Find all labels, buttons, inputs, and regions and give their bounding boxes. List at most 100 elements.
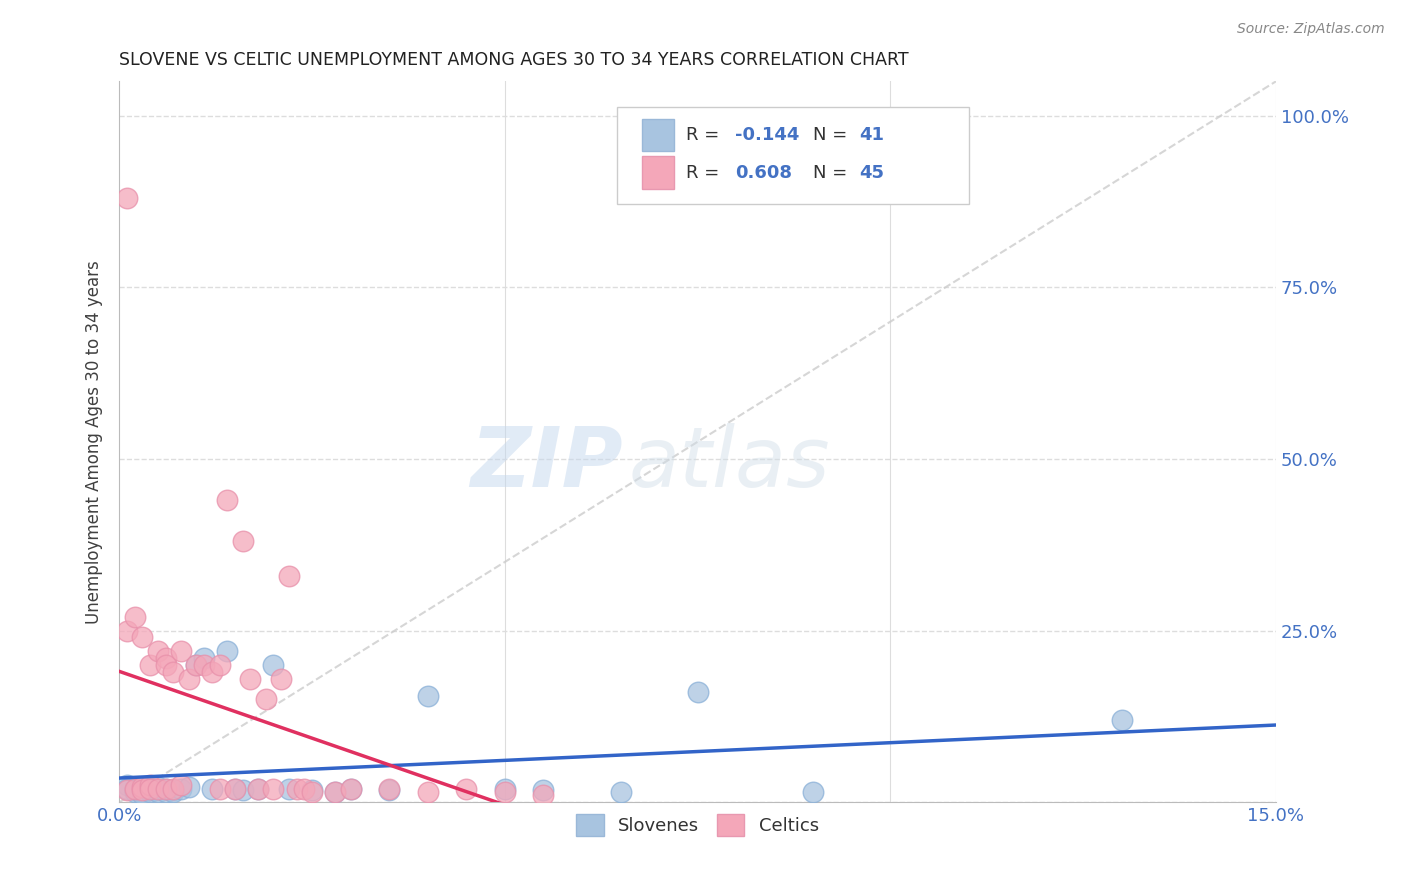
Point [292, 781, 315, 796]
Point [115, 781, 138, 796]
Point [155, 785, 177, 799]
Point [162, 785, 184, 799]
Point [131, 787, 153, 801]
Point [115, 778, 138, 792]
Point [301, 783, 323, 797]
Point [146, 780, 169, 794]
Point [232, 534, 254, 549]
Y-axis label: Unemployment Among Ages 30 to 34 years: Unemployment Among Ages 30 to 34 years [86, 260, 103, 624]
Point [339, 781, 361, 796]
Point [139, 785, 162, 799]
Point [186, 657, 208, 672]
Point [378, 781, 401, 796]
Point [416, 689, 439, 703]
Point [323, 785, 346, 799]
Point [277, 568, 299, 582]
Point [416, 785, 439, 799]
Point [146, 785, 169, 799]
Point [155, 781, 177, 796]
Point [201, 781, 224, 796]
Point [494, 785, 516, 799]
Point [139, 781, 162, 796]
Point [162, 783, 184, 797]
Point [139, 657, 162, 672]
Point [170, 778, 193, 792]
Point [254, 692, 277, 706]
Text: atlas: atlas [628, 423, 830, 504]
Text: R =: R = [686, 164, 725, 182]
Point [124, 783, 146, 797]
Point [170, 781, 193, 796]
FancyBboxPatch shape [643, 156, 675, 189]
Point [224, 781, 246, 796]
Point [131, 780, 153, 794]
Point [139, 783, 162, 797]
Point [131, 783, 153, 797]
Point [170, 644, 193, 658]
Point [301, 785, 323, 799]
Point [339, 781, 361, 796]
FancyBboxPatch shape [617, 106, 969, 204]
Point [1111, 713, 1133, 727]
Point [270, 672, 292, 686]
Point [686, 685, 709, 699]
Text: Source: ZipAtlas.com: Source: ZipAtlas.com [1237, 22, 1385, 37]
Point [124, 785, 146, 799]
Text: SLOVENE VS CELTIC UNEMPLOYMENT AMONG AGES 30 TO 34 YEARS CORRELATION CHART: SLOVENE VS CELTIC UNEMPLOYMENT AMONG AGE… [120, 51, 908, 69]
Point [139, 781, 162, 796]
Point [217, 644, 239, 658]
Point [609, 785, 631, 799]
Point [193, 657, 215, 672]
Point [193, 651, 215, 665]
Point [115, 783, 138, 797]
Point [186, 657, 208, 672]
Point [232, 783, 254, 797]
Point [139, 778, 162, 792]
Point [277, 781, 299, 796]
Text: 41: 41 [859, 127, 884, 145]
Point [323, 785, 346, 799]
Point [378, 783, 401, 797]
FancyBboxPatch shape [643, 119, 675, 152]
Point [456, 781, 478, 796]
Point [263, 657, 285, 672]
Point [201, 665, 224, 679]
Point [217, 493, 239, 508]
Text: R =: R = [686, 127, 725, 145]
Point [146, 781, 169, 796]
Point [494, 781, 516, 796]
Point [146, 644, 169, 658]
Point [155, 781, 177, 796]
Legend: Slovenes, Celtics: Slovenes, Celtics [569, 807, 825, 844]
Point [208, 657, 231, 672]
Point [247, 781, 270, 796]
Point [131, 785, 153, 799]
Point [124, 610, 146, 624]
Point [162, 665, 184, 679]
Point [162, 781, 184, 796]
Point [155, 651, 177, 665]
Point [177, 672, 200, 686]
Point [285, 781, 308, 796]
Point [208, 781, 231, 796]
Point [124, 781, 146, 796]
Point [131, 783, 153, 797]
Point [115, 191, 138, 205]
Point [801, 785, 824, 799]
Point [131, 780, 153, 794]
Point [177, 780, 200, 794]
Text: -0.144: -0.144 [734, 127, 799, 145]
Point [247, 781, 270, 796]
Point [263, 781, 285, 796]
Point [531, 783, 554, 797]
Text: 0.608: 0.608 [734, 164, 792, 182]
Text: N =: N = [813, 164, 853, 182]
Text: 45: 45 [859, 164, 884, 182]
Point [531, 789, 554, 803]
Point [115, 624, 138, 638]
Point [239, 672, 262, 686]
Point [224, 781, 246, 796]
Point [124, 781, 146, 796]
Point [131, 631, 153, 645]
Point [155, 657, 177, 672]
